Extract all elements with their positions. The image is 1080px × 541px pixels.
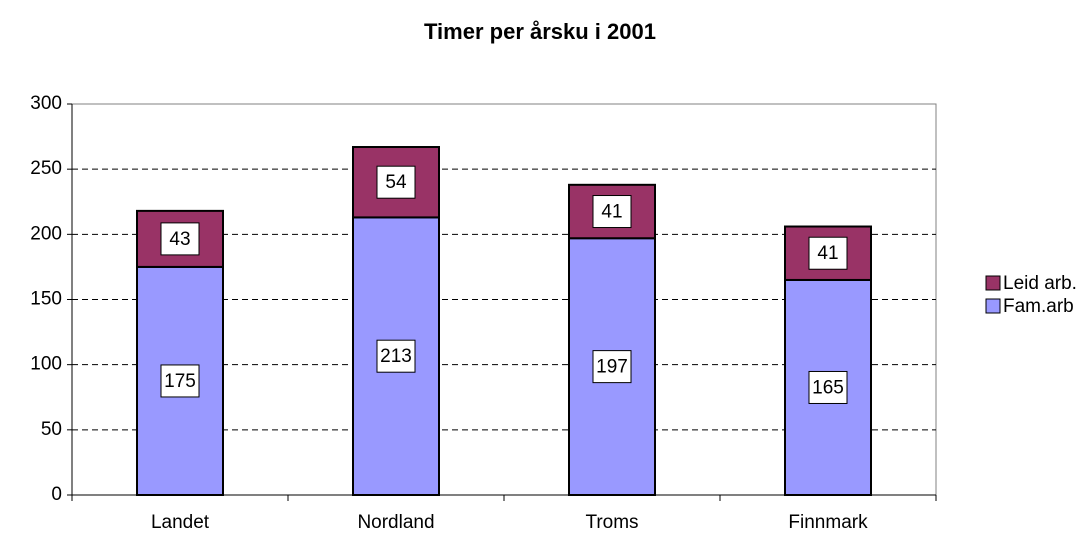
legend-label: Fam.arb bbox=[1003, 296, 1074, 317]
y-tick-label: 300 bbox=[30, 93, 62, 114]
x-tick-label: Nordland bbox=[357, 512, 434, 533]
y-tick-label: 200 bbox=[30, 223, 62, 244]
data-label: 41 bbox=[817, 243, 838, 264]
data-label-box bbox=[592, 350, 632, 384]
x-tick-label: Troms bbox=[585, 512, 638, 533]
data-label-box bbox=[376, 165, 416, 199]
data-label: 41 bbox=[601, 202, 622, 223]
data-label-box bbox=[160, 222, 200, 256]
y-tick-label: 50 bbox=[41, 419, 62, 440]
y-tick-label: 250 bbox=[30, 158, 62, 179]
data-label-box bbox=[592, 195, 632, 229]
x-tick-label: Finnmark bbox=[788, 512, 868, 533]
data-label-box bbox=[160, 364, 200, 398]
legend-swatch bbox=[985, 275, 1001, 291]
data-label: 165 bbox=[812, 377, 844, 398]
legend-label: Leid arb. bbox=[1003, 273, 1077, 294]
x-tick-label: Landet bbox=[151, 512, 210, 533]
y-tick-label: 0 bbox=[51, 484, 62, 505]
y-tick-label: 100 bbox=[30, 354, 62, 375]
legend-swatch bbox=[985, 298, 1001, 314]
data-label: 197 bbox=[596, 357, 628, 378]
data-label: 43 bbox=[169, 229, 190, 250]
data-label-box bbox=[376, 339, 416, 373]
data-label: 54 bbox=[385, 172, 407, 193]
data-label-box bbox=[808, 236, 848, 270]
chart-title: Timer per årsku i 2001 bbox=[424, 19, 656, 44]
data-label-box bbox=[808, 370, 848, 404]
y-tick-label: 150 bbox=[30, 289, 62, 310]
data-label: 175 bbox=[164, 371, 196, 392]
data-label: 213 bbox=[380, 346, 412, 367]
